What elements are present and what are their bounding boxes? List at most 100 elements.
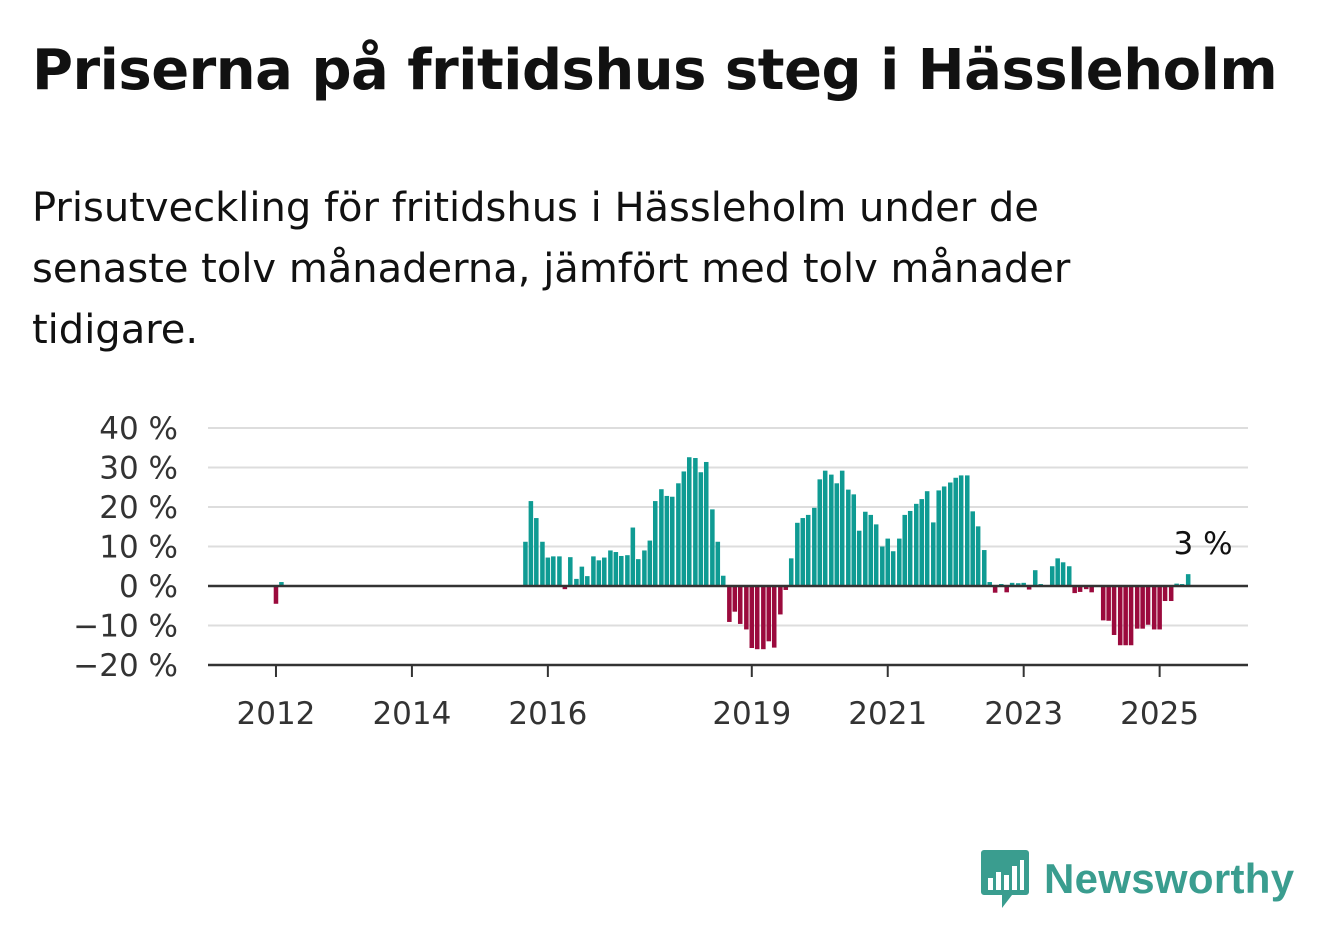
bar [958, 475, 964, 586]
y-tick-label: 30 % [99, 451, 178, 487]
bar [795, 522, 800, 586]
bar [822, 470, 828, 586]
bar [596, 560, 602, 586]
bar [851, 494, 857, 586]
bar [829, 474, 834, 586]
y-tick-label: −10 % [73, 609, 178, 645]
bar [805, 514, 811, 586]
bar [783, 586, 789, 590]
bar [1128, 586, 1134, 646]
bar [551, 556, 556, 586]
last-value-annotation: 3 % [1174, 526, 1233, 562]
bar [540, 541, 545, 586]
brand-name: Newsworthy [1044, 855, 1295, 902]
bar [1106, 586, 1111, 621]
bar [715, 541, 721, 586]
bar [1083, 586, 1089, 590]
bar [613, 552, 619, 586]
x-tick-label: 2023 [984, 696, 1063, 732]
bar [941, 486, 947, 586]
axes [208, 584, 1248, 667]
y-tick-label: 20 % [99, 490, 178, 526]
bar [1111, 586, 1117, 635]
x-tick-label: 2019 [712, 696, 791, 732]
bar [1015, 583, 1021, 586]
bar [992, 586, 998, 593]
bar [619, 555, 624, 586]
bar [642, 550, 647, 586]
bar [693, 458, 698, 586]
bar [975, 526, 981, 586]
bar [902, 514, 907, 586]
bar [545, 557, 551, 586]
bar [591, 556, 596, 586]
bar [778, 586, 783, 615]
bar [523, 541, 528, 586]
bar [907, 510, 913, 586]
bar [771, 586, 777, 648]
bar [647, 540, 653, 586]
bar [602, 557, 607, 586]
bar [839, 470, 845, 586]
bar [931, 522, 936, 586]
y-tick-label: 10 % [99, 530, 178, 566]
bar [890, 551, 896, 586]
bar [574, 578, 579, 586]
bar [987, 582, 992, 586]
bar [766, 586, 772, 642]
bar [727, 586, 732, 622]
bar [676, 483, 681, 586]
bar [669, 496, 675, 586]
bar [970, 511, 975, 586]
bar [636, 559, 641, 586]
bar [749, 586, 755, 649]
bar [1072, 586, 1077, 594]
bar [732, 586, 738, 612]
x-axis-tick-labels: 2012 2014 2016 2019 2021 2023 2025 [237, 665, 1199, 732]
bar [737, 586, 743, 624]
bar [1162, 586, 1168, 602]
bar [953, 477, 958, 586]
bar [1140, 586, 1145, 629]
bar [919, 499, 924, 586]
x-tick-label: 2025 [1120, 696, 1199, 732]
bar [817, 479, 823, 586]
bar [630, 527, 636, 586]
bar [579, 566, 585, 586]
bar [1077, 586, 1083, 592]
bar [1117, 586, 1123, 646]
bar [812, 507, 817, 586]
bar [1123, 586, 1128, 646]
x-tick-label: 2012 [237, 696, 316, 732]
bar [625, 555, 630, 586]
bar [568, 557, 573, 586]
bar [664, 495, 670, 586]
bar [981, 550, 987, 586]
bar [659, 489, 664, 586]
bar [1021, 582, 1026, 586]
bar [936, 490, 941, 586]
bar [710, 509, 715, 586]
bar [924, 491, 930, 586]
bar [914, 503, 919, 586]
bar [681, 471, 687, 586]
x-tick-label: 2021 [848, 696, 927, 732]
bar [720, 575, 726, 586]
bar [273, 586, 279, 604]
bar [948, 482, 953, 586]
bar [761, 586, 766, 650]
bar [562, 586, 568, 590]
newsworthy-logo-icon [981, 850, 1029, 908]
page-subtitle: Prisutveckling för fritidshus i Hässleho… [32, 185, 1071, 353]
annotation: 3 % [1174, 526, 1233, 562]
brand-logo: Newsworthy [980, 848, 1294, 910]
bar [846, 489, 851, 586]
bar [534, 518, 539, 586]
bar [1157, 586, 1162, 630]
y-tick-label: −20 % [73, 648, 178, 684]
bar [1145, 586, 1151, 625]
bar [1032, 570, 1038, 586]
bar [1100, 586, 1106, 621]
bar [1004, 586, 1009, 593]
